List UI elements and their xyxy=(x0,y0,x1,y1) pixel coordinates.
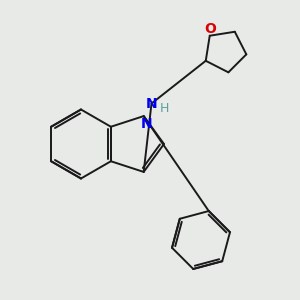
Text: H: H xyxy=(159,102,169,116)
Text: O: O xyxy=(204,22,216,36)
Text: N: N xyxy=(146,97,157,110)
Text: N: N xyxy=(140,117,152,130)
